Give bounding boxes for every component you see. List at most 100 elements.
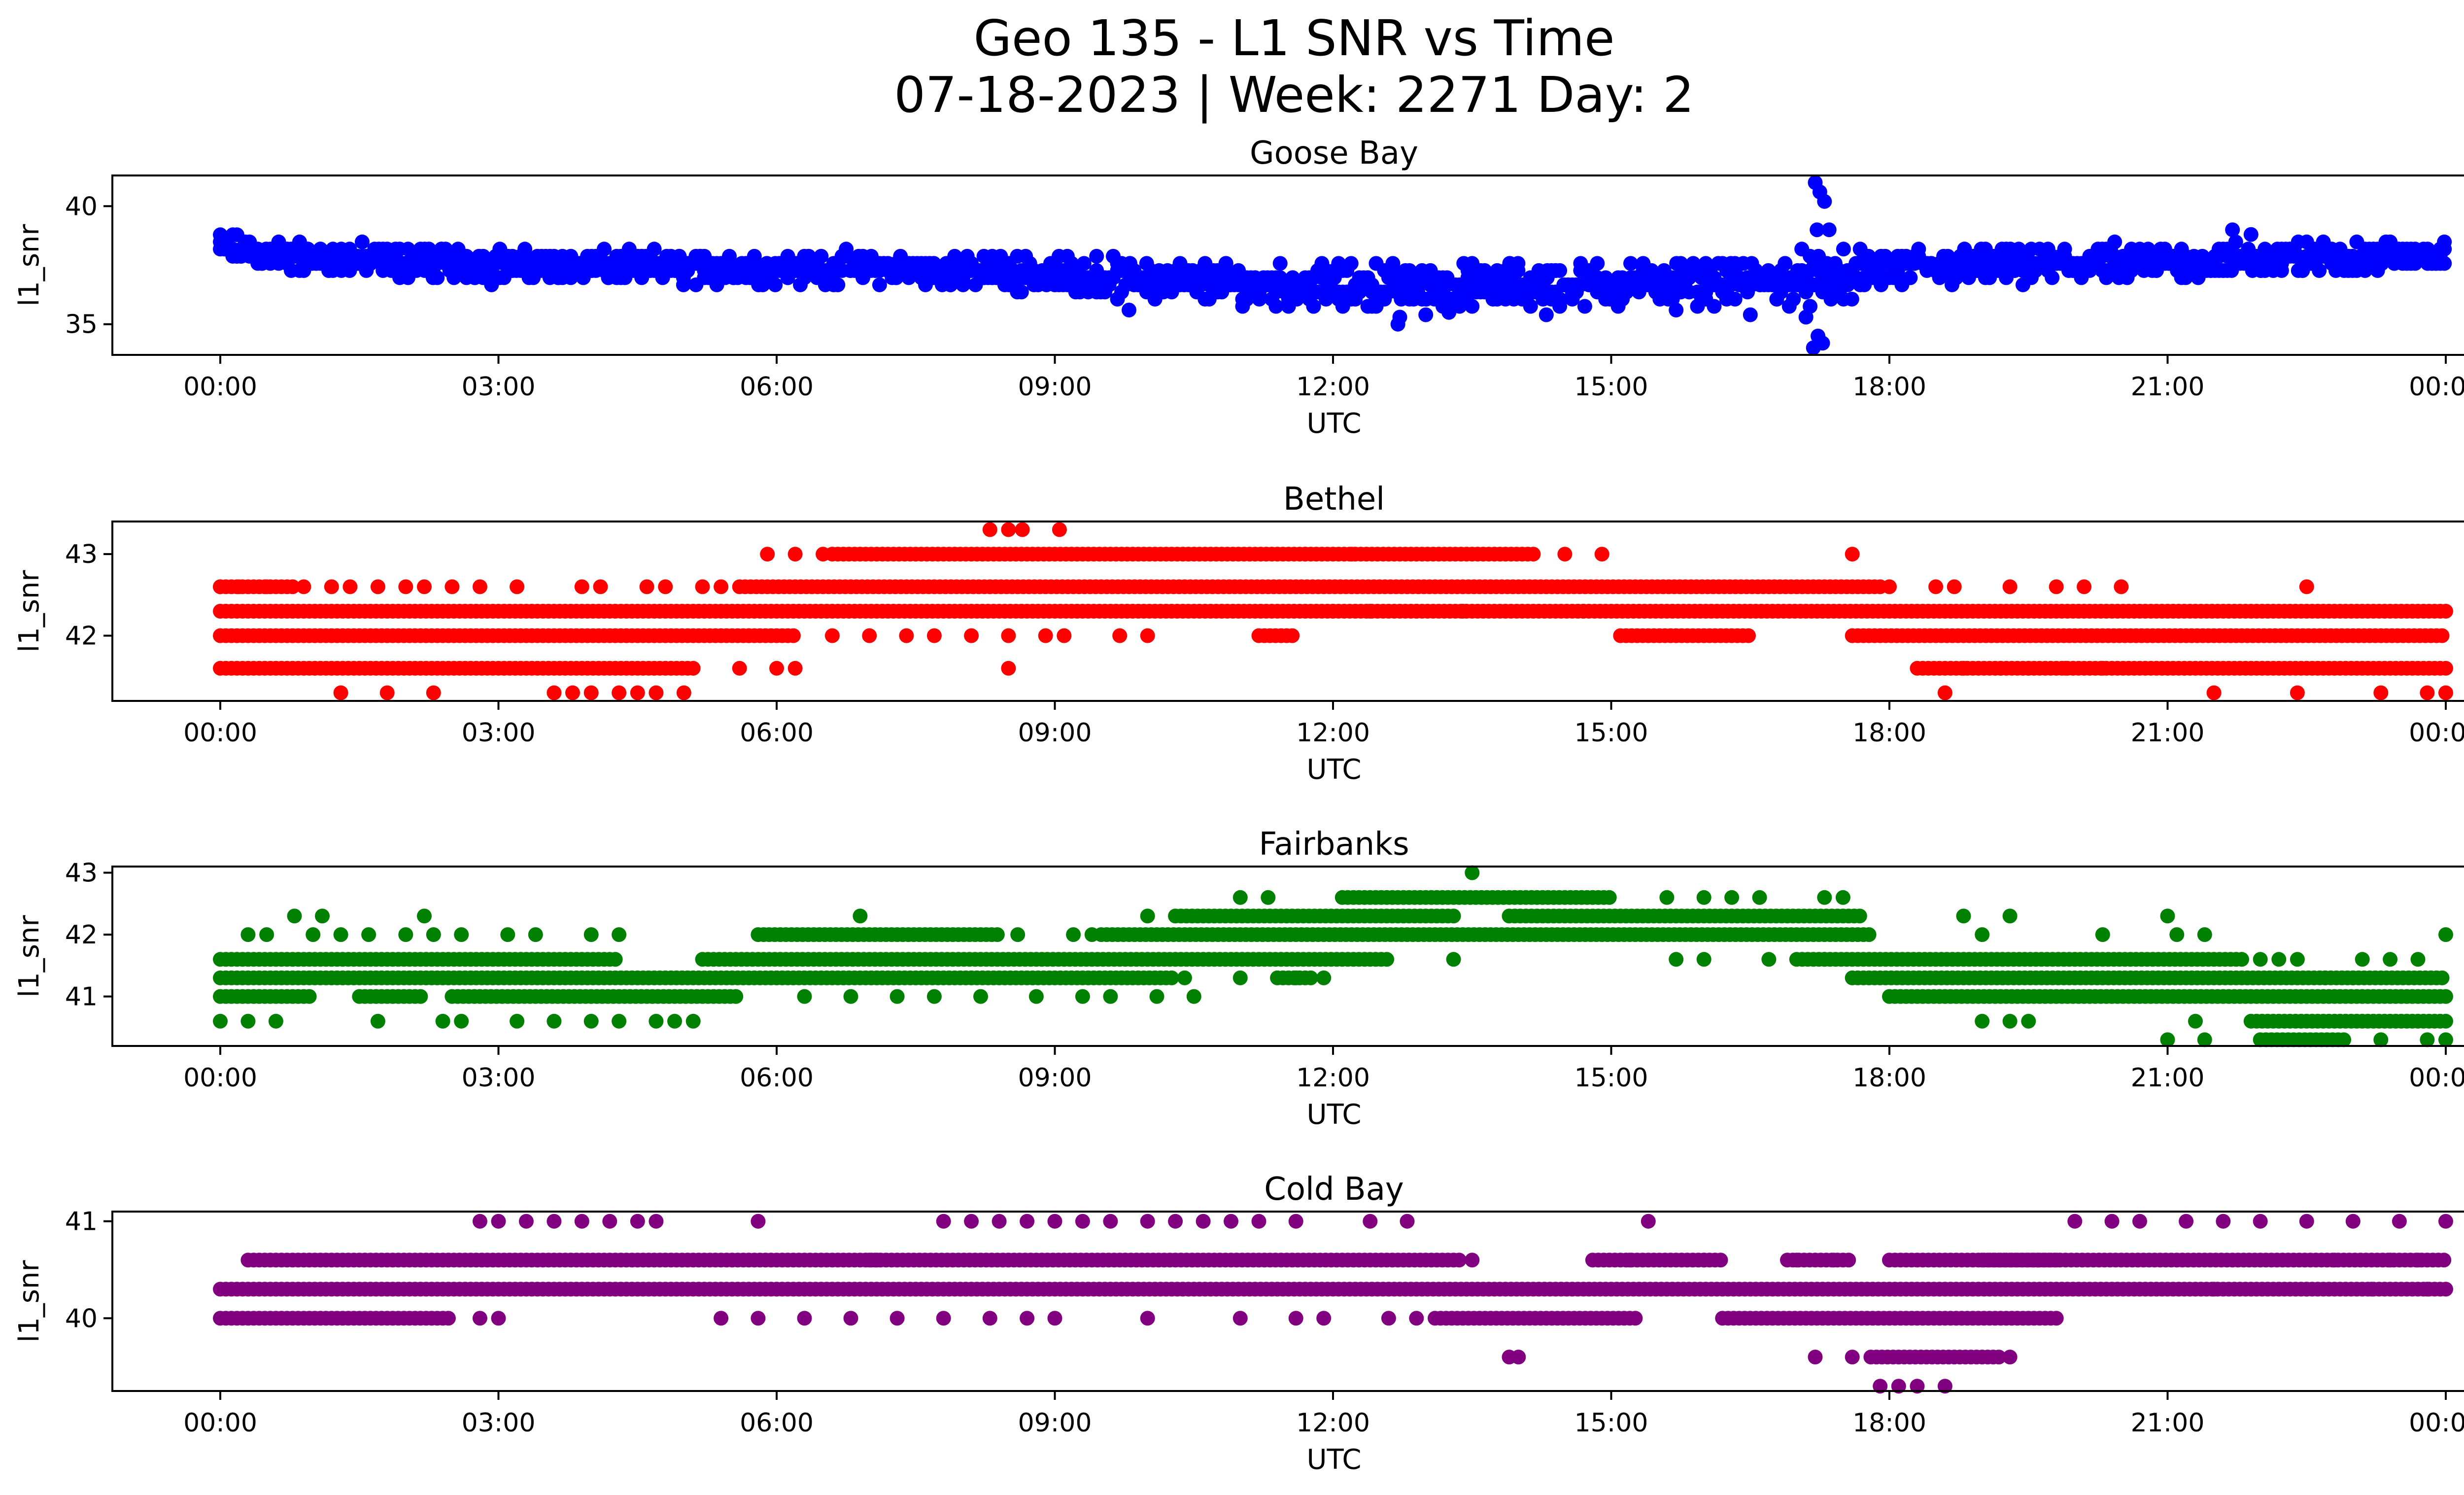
data-point [1446, 908, 1461, 924]
data-point [1835, 890, 1850, 905]
data-point [2197, 927, 2212, 942]
data-point [843, 989, 858, 1004]
data-point [574, 579, 589, 594]
data-point [1947, 579, 1962, 594]
data-point [1057, 628, 1072, 643]
data-point [1993, 661, 2008, 676]
data-point [2234, 952, 2249, 967]
data-point [1446, 952, 1461, 967]
data-point [213, 1013, 228, 1029]
data-point [1724, 890, 1740, 905]
data-point [1084, 927, 1099, 942]
x-axis-label: UTC [1306, 408, 1361, 440]
data-point [361, 927, 376, 942]
data-point [1861, 927, 1877, 942]
data-point [1576, 604, 1591, 619]
data-point [1557, 547, 1573, 562]
figure-title: Geo 135 - L1 SNR vs Time [974, 9, 1615, 67]
data-point [1810, 222, 1825, 238]
data-point [1844, 291, 1859, 307]
data-point [1743, 307, 1758, 322]
data-point [1268, 299, 1284, 314]
data-point [2312, 263, 2327, 278]
data-point [2438, 1032, 2453, 1047]
data-point [2160, 908, 2175, 924]
data-point [1552, 291, 1568, 307]
data-point [1727, 291, 1743, 307]
x-tick-label: 12:00 [1296, 1063, 1370, 1093]
data-point [1817, 890, 1832, 905]
data-point [647, 242, 662, 257]
data-point [231, 579, 246, 594]
y-tick-label: 43 [65, 859, 98, 888]
x-tick-label: 21:00 [2131, 1063, 2205, 1093]
data-point [1001, 522, 1016, 537]
data-point [547, 1013, 562, 1029]
data-point [1306, 299, 1321, 314]
data-point [2002, 1013, 2018, 1029]
data-point [862, 628, 877, 643]
data-point [1010, 927, 1026, 942]
x-axis-label: UTC [1306, 1099, 1361, 1131]
x-tick-label: 00:00 [183, 718, 257, 748]
data-point [583, 685, 599, 700]
data-point [1778, 256, 1793, 271]
data-point [1014, 284, 1029, 300]
data-point [1696, 890, 1711, 905]
data-point [1451, 1252, 1467, 1268]
data-point [2336, 1032, 2351, 1047]
data-point [990, 927, 1005, 942]
data-point [2383, 952, 2398, 967]
data-point [2436, 1252, 2452, 1268]
data-point [824, 628, 840, 643]
data-point [1232, 890, 1248, 905]
y-tick-label: 41 [65, 982, 98, 1012]
data-point [2095, 927, 2110, 942]
data-point [1089, 248, 1104, 264]
data-point [1975, 927, 1990, 942]
data-point [240, 927, 256, 942]
data-point [1076, 256, 1092, 271]
data-point [769, 661, 784, 676]
data-point [728, 989, 744, 1004]
x-tick-label: 00:00 [183, 1063, 257, 1093]
data-point [1937, 685, 1952, 700]
data-point [1752, 890, 1767, 905]
data-point [612, 1013, 627, 1029]
data-point [1539, 307, 1554, 322]
x-tick-label: 15:00 [1574, 372, 1648, 402]
figure-subtitle: 07-18-2023 | Week: 2271 Day: 2 [894, 66, 1694, 124]
panel-title: Cold Bay [1264, 1171, 1404, 1208]
data-point [2021, 1013, 2036, 1029]
data-point [1975, 1013, 1990, 1029]
scatter-markers [213, 522, 2453, 700]
data-point [1343, 256, 1359, 271]
data-point [612, 685, 627, 700]
data-point [732, 661, 747, 676]
y-axis-label: l1_snr [13, 570, 45, 653]
data-point [1441, 305, 1457, 320]
data-point [2206, 685, 2222, 700]
data-point [676, 277, 691, 292]
x-tick-label: 00:00 [2409, 718, 2464, 748]
data-point [2438, 1013, 2453, 1029]
data-point [1316, 970, 1332, 985]
data-point [417, 579, 432, 594]
data-point [2058, 661, 2073, 676]
data-point [528, 927, 543, 942]
x-tick-label: 15:00 [1574, 1063, 1648, 1093]
data-point [768, 277, 783, 292]
data-point [1015, 522, 1030, 537]
data-point [315, 908, 330, 924]
data-point [2438, 1282, 2453, 1297]
data-point [354, 234, 370, 249]
panel-title: Bethel [1283, 481, 1385, 518]
data-point [973, 989, 988, 1004]
data-point [1817, 952, 1832, 967]
data-point [2438, 927, 2453, 942]
data-point [1852, 908, 1867, 924]
x-tick-label: 03:00 [462, 1063, 536, 1093]
data-point [510, 579, 525, 594]
data-point [2253, 952, 2268, 967]
